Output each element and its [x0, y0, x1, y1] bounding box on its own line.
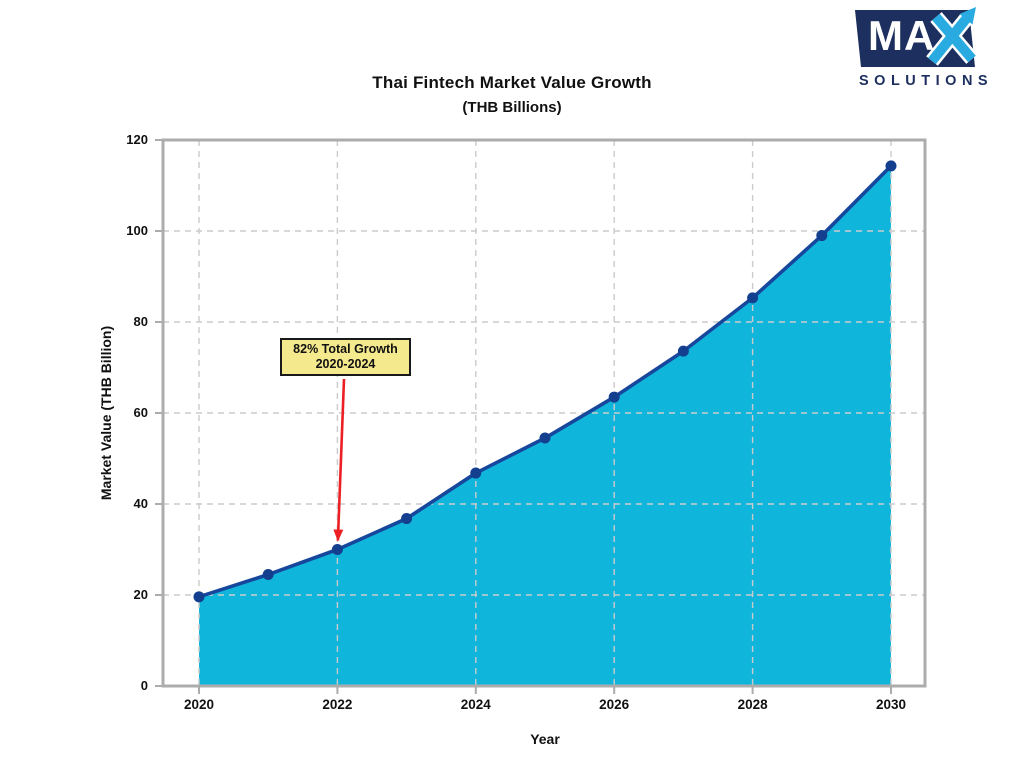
y-tick-label: 120: [126, 132, 148, 147]
logo-wordmark-ma: MA: [868, 12, 936, 59]
data-point-marker: [331, 544, 343, 555]
x-tick-label: 2026: [599, 697, 630, 712]
y-tick-label: 80: [133, 314, 148, 329]
data-point-marker: [401, 513, 413, 525]
data-point-marker: [262, 569, 274, 581]
title-block: Thai Fintech Market Value Growth (THB Bi…: [0, 74, 1024, 115]
data-point-marker: [470, 467, 482, 479]
x-tick-label: 2024: [460, 697, 491, 712]
y-tick-label: 20: [133, 587, 148, 602]
x-tick-label: 2022: [322, 697, 353, 712]
x-axis-label: Year: [530, 731, 560, 747]
y-tick-label: 0: [140, 678, 148, 693]
data-point-marker: [885, 160, 897, 172]
annotation-arrow: [333, 378, 346, 542]
annotation-callout: 82% Total Growth 2020-2024: [280, 338, 411, 376]
area-fill: [199, 165, 891, 685]
data-point-marker: [539, 432, 551, 444]
annotation-line2: 2020-2024: [315, 357, 376, 371]
x-tick-label: 2020: [183, 697, 215, 712]
data-point-marker: [816, 230, 828, 242]
data-point-marker: [193, 591, 205, 603]
max-solutions-logo: MA SOLUTIONS: [855, 7, 1018, 95]
logo-wordmark-solutions: SOLUTIONS: [859, 73, 994, 89]
logo-x-arrow-icon: [926, 7, 978, 66]
chart-title: Thai Fintech Market Value Growth: [372, 73, 652, 92]
x-tick-label: 2028: [737, 697, 768, 712]
annotation-line1: 82% Total Growth: [293, 342, 398, 356]
plot-frame: [161, 138, 927, 688]
data-point-marker: [608, 391, 620, 403]
y-tick-label: 100: [126, 223, 148, 238]
y-axis-label: Market Value (THB Billion): [98, 325, 114, 501]
y-tick-label: 40: [133, 496, 148, 511]
data-point-marker: [677, 345, 689, 357]
data-point-marker: [747, 292, 759, 304]
chart-subtitle: (THB Billions): [462, 99, 562, 116]
x-tick-label: 2030: [875, 697, 907, 712]
y-tick-label: 60: [133, 405, 148, 420]
